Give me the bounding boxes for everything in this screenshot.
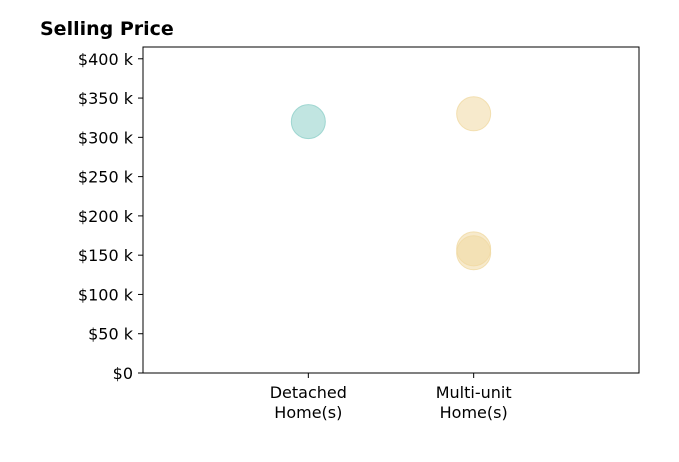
scatter-point [290,104,326,140]
y-tick-label: $250 k [78,168,134,187]
y-tick-label: $400 k [78,50,134,69]
y-axis: $0 $50 k $100 k $150 k $200 k $250 k $300 k $35… [78,50,143,383]
scatter-point [456,96,492,132]
data-markers [290,96,492,271]
y-tick-label: $200 k [78,207,134,226]
y-tick-label: $150 k [78,246,134,265]
x-tick-label: Detached Home(s) [270,383,347,422]
y-tick-label: $100 k [78,285,134,304]
y-tick-label: $0 [113,364,133,383]
x-axis: Detached Home(s) Multi-unit Home(s) [270,373,512,422]
scatter-point [456,235,492,271]
plot-area [142,46,640,374]
y-tick-label: $300 k [78,128,134,147]
y-tick-label: $50 k [88,325,134,344]
y-tick-label: $350 k [78,89,134,108]
x-tick-label: Multi-unit Home(s) [436,383,512,422]
chart-title: Selling Price [40,18,174,40]
